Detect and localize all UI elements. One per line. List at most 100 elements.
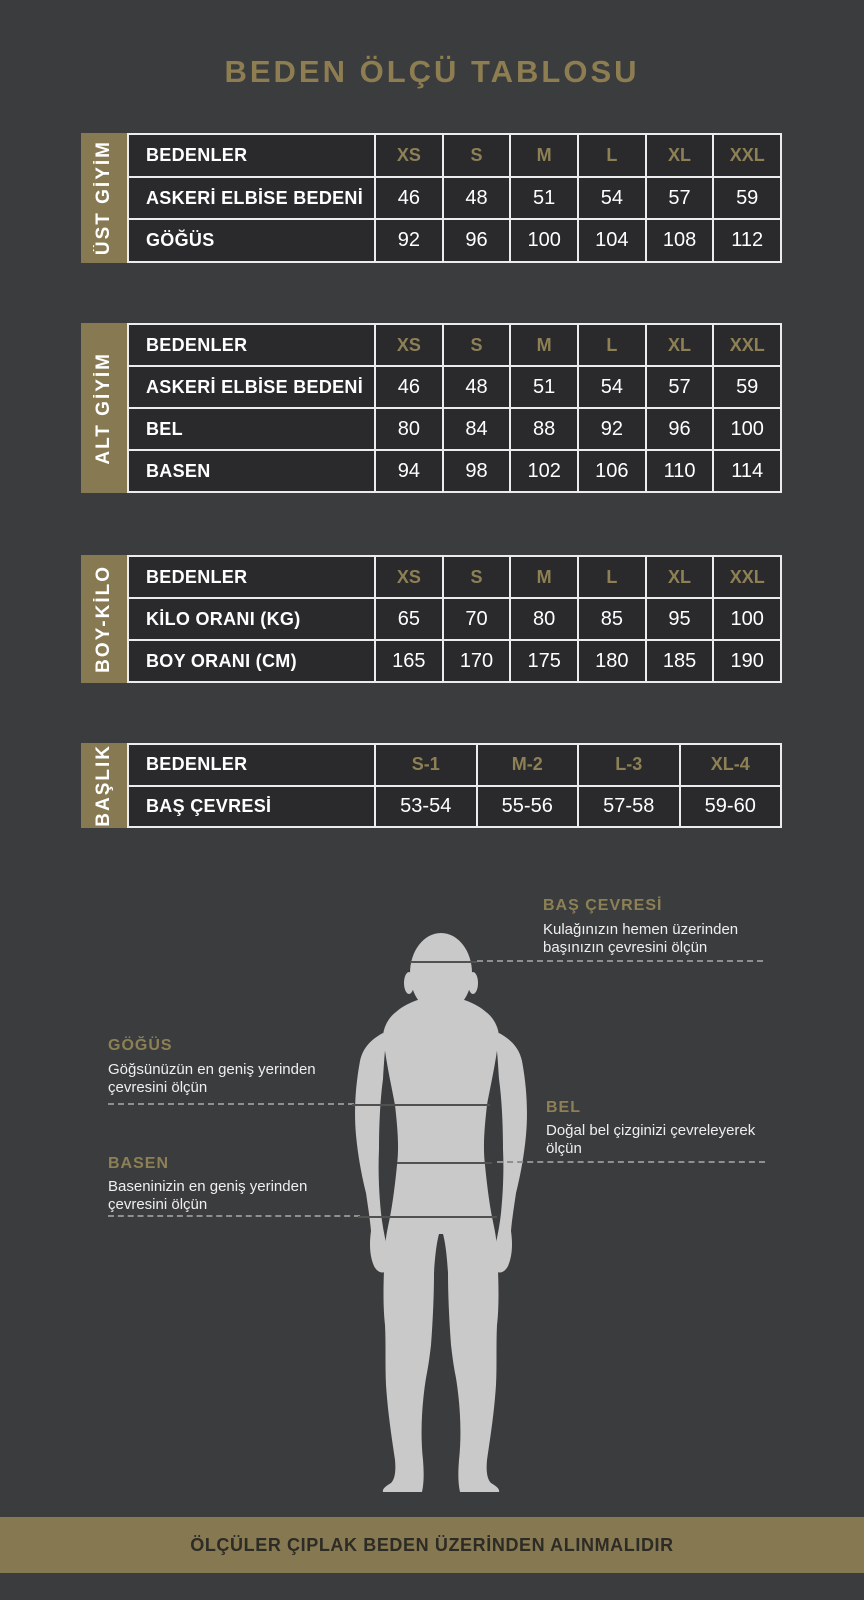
group-label-boy-kilo: BOY-KİLO xyxy=(81,555,127,683)
group-label-baslik: BAŞLIK xyxy=(81,743,127,828)
size-value-cell: 57 xyxy=(644,177,713,219)
annotation-line: başınızın çevresini ölçün xyxy=(543,939,708,956)
table-grid: BEDENLER XS S M L XL XXL ASKERİ ELBİSE BEDENİ 46… xyxy=(127,133,782,263)
size-value-cell: 80 xyxy=(374,409,442,449)
size-value-cell: 65 xyxy=(374,599,442,639)
group-label-text: ÜST GİYİM xyxy=(93,140,114,256)
size-value-cell: 100 xyxy=(712,599,780,639)
size-value-cell: 70 xyxy=(441,599,510,639)
size-header-cell: XS xyxy=(374,135,442,176)
group-label-text: ALT GİYİM xyxy=(93,351,114,465)
annotation-title-bas-cevresi: BAŞ ÇEVRESİ xyxy=(543,897,663,914)
row-label: GÖĞÜS xyxy=(146,230,215,251)
size-header-cell: S xyxy=(441,135,510,176)
table-row-askeri-elbise-bedeni: ASKERİ ELBİSE BEDENİ 46 48 51 54 57 59 xyxy=(129,175,780,219)
annotation-text-bas-cevresi: Kulağınızın hemen üzerinden başınızın çe… xyxy=(543,921,738,957)
size-header-cell: M xyxy=(509,557,577,597)
size-value-cell: 80 xyxy=(509,599,577,639)
size-value-cell: 54 xyxy=(577,367,645,407)
annotation-line: Doğal bel çizginizi çevreleyerek xyxy=(546,1122,756,1139)
size-value-cell: 190 xyxy=(712,641,780,681)
table-row-bedenler: BEDENLER XS S M L XL XXL xyxy=(129,325,780,365)
size-header-cell: XS xyxy=(374,325,442,365)
size-value-cell: 55-56 xyxy=(475,786,578,826)
size-header-cell: XL xyxy=(644,325,713,365)
annotation-line: çevresini ölçün xyxy=(108,1079,208,1096)
head-dashed-line xyxy=(477,960,763,962)
table-grid: BEDENLER XS S M L XL XXL KİLO ORANI (KG) 65 70 80 8… xyxy=(127,555,782,683)
size-table-boy-kilo: BOY-KİLO BEDENLER XS S M L XL XXL KİLO ORANI (KG… xyxy=(81,555,782,683)
size-value-cell: 94 xyxy=(374,451,442,491)
size-value-cell: 165 xyxy=(374,641,442,681)
hip-measure-line xyxy=(358,1216,497,1218)
table-row-askeri-elbise-bedeni: ASKERİ ELBİSE BEDENİ 46 48 51 54 57 59 xyxy=(129,365,780,407)
size-table-ust-giyim: ÜST GİYİM BEDENLER XS S M L XL XXL ASKERİ ELBİSE… xyxy=(81,133,782,263)
annotation-text-bel: Doğal bel çizginizi çevreleyerek ölçün xyxy=(546,1122,755,1158)
size-value-cell: 175 xyxy=(509,641,577,681)
waist-measure-line xyxy=(397,1162,492,1164)
row-label: BEDENLER xyxy=(146,144,248,165)
size-value-cell: 96 xyxy=(644,409,713,449)
size-value-cell: 96 xyxy=(441,220,510,262)
size-header-cell: M-2 xyxy=(475,745,578,785)
table-row-bedenler: BEDENLER XS S M L XL XXL xyxy=(129,557,780,597)
group-label-text: BAŞLIK xyxy=(93,744,114,827)
size-header-cell: XXL xyxy=(712,135,780,176)
size-header-cell: L xyxy=(577,557,645,597)
table-row-gogus: GÖĞÜS 92 96 100 104 108 112 xyxy=(129,218,780,262)
annotation-title-basen: BASEN xyxy=(108,1155,170,1172)
size-header-cell: S xyxy=(441,325,510,365)
body-silhouette xyxy=(355,933,527,1492)
size-value-cell: 110 xyxy=(644,451,713,491)
annotation-line: Kulağınızın hemen üzerinden xyxy=(543,921,739,938)
size-value-cell: 84 xyxy=(441,409,510,449)
size-value-cell: 92 xyxy=(374,220,442,262)
table-row-basen: BASEN 94 98 102 106 110 114 xyxy=(129,449,780,491)
row-label: KİLO ORANI (KG) xyxy=(146,608,301,629)
size-value-cell: 53-54 xyxy=(374,786,476,826)
size-header-cell: XL xyxy=(644,557,713,597)
size-header-cell: XXL xyxy=(712,557,780,597)
table-grid: BEDENLER XS S M L XL XXL ASKERİ ELBİSE BEDENİ 46… xyxy=(127,323,782,493)
size-value-cell: 95 xyxy=(644,599,713,639)
group-label-text: BOY-KİLO xyxy=(93,565,114,673)
annotation-line: çevresini ölçün xyxy=(108,1196,208,1213)
footer-note-text: ÖLÇÜLER ÇIPLAK BEDEN ÜZERİNDEN ALINMALID… xyxy=(190,1534,674,1555)
size-value-cell: 100 xyxy=(509,220,577,262)
row-label: ASKERİ ELBİSE BEDENİ xyxy=(146,187,364,208)
table-grid: BEDENLER S-1 M-2 L-3 XL-4 BAŞ ÇEVRESİ 53-54 55-… xyxy=(127,743,782,828)
size-header-cell: XS xyxy=(374,557,442,597)
size-header-cell: XL xyxy=(644,135,713,176)
size-value-cell: 59 xyxy=(712,177,780,219)
size-value-cell: 108 xyxy=(644,220,713,262)
group-label-alt-giyim: ALT GİYİM xyxy=(81,323,127,493)
size-header-cell: S-1 xyxy=(374,745,476,785)
size-header-cell: L xyxy=(577,135,645,176)
size-value-cell: 106 xyxy=(577,451,645,491)
size-value-cell: 98 xyxy=(441,451,510,491)
size-value-cell: 46 xyxy=(374,177,442,219)
size-value-cell: 48 xyxy=(441,177,510,219)
size-header-cell: XL-4 xyxy=(678,745,781,785)
size-value-cell: 59-60 xyxy=(678,786,781,826)
size-header-cell: M xyxy=(509,325,577,365)
size-header-cell: L-3 xyxy=(577,745,679,785)
row-label: BAŞ ÇEVRESİ xyxy=(146,795,272,816)
size-header-cell: L xyxy=(577,325,645,365)
size-value-cell: 51 xyxy=(509,177,577,219)
group-label-ust-giyim: ÜST GİYİM xyxy=(81,133,127,263)
size-value-cell: 180 xyxy=(577,641,645,681)
annotation-line: Baseninizin en geniş yerinden xyxy=(108,1178,308,1195)
table-row-bas-cevresi: BAŞ ÇEVRESİ 53-54 55-56 57-58 59-60 xyxy=(129,784,781,826)
size-value-cell: 92 xyxy=(577,409,645,449)
row-label: BEDENLER xyxy=(146,566,248,587)
size-table-baslik: BAŞLIK BEDENLER S-1 M-2 L-3 XL-4 BAŞ ÇEVRESİ 53… xyxy=(81,743,782,828)
size-value-cell: 48 xyxy=(441,367,510,407)
size-value-cell: 85 xyxy=(577,599,645,639)
size-header-cell: XXL xyxy=(712,325,780,365)
size-value-cell: 51 xyxy=(509,367,577,407)
size-value-cell: 104 xyxy=(577,220,645,262)
size-value-cell: 54 xyxy=(577,177,645,219)
size-header-cell: S xyxy=(441,557,510,597)
